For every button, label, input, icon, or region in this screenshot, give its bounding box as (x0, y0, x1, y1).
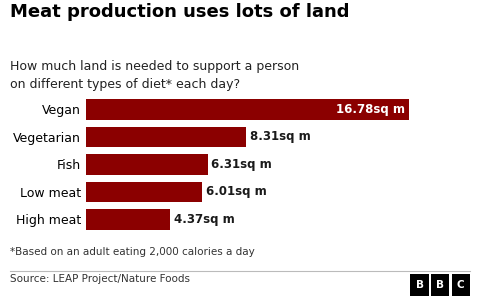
Text: 8.31sq m: 8.31sq m (250, 130, 311, 144)
Text: B: B (436, 280, 444, 290)
Text: 16.78sq m: 16.78sq m (336, 103, 405, 116)
Text: Source: LEAP Project/Nature Foods: Source: LEAP Project/Nature Foods (10, 274, 190, 283)
Text: Meat production uses lots of land: Meat production uses lots of land (10, 3, 349, 21)
Bar (86, 126, 246, 147)
Bar (86, 99, 408, 120)
Bar (86, 181, 202, 202)
Bar (86, 154, 207, 175)
Text: B: B (416, 280, 423, 290)
Bar (86, 209, 170, 230)
Text: 6.01sq m: 6.01sq m (205, 185, 266, 199)
Text: 6.31sq m: 6.31sq m (211, 158, 272, 171)
Text: *Based on an adult eating 2,000 calories a day: *Based on an adult eating 2,000 calories… (10, 247, 254, 257)
Text: C: C (457, 280, 465, 290)
Text: 4.37sq m: 4.37sq m (174, 213, 235, 226)
Text: How much land is needed to support a person
on different types of diet* each day: How much land is needed to support a per… (10, 60, 299, 91)
